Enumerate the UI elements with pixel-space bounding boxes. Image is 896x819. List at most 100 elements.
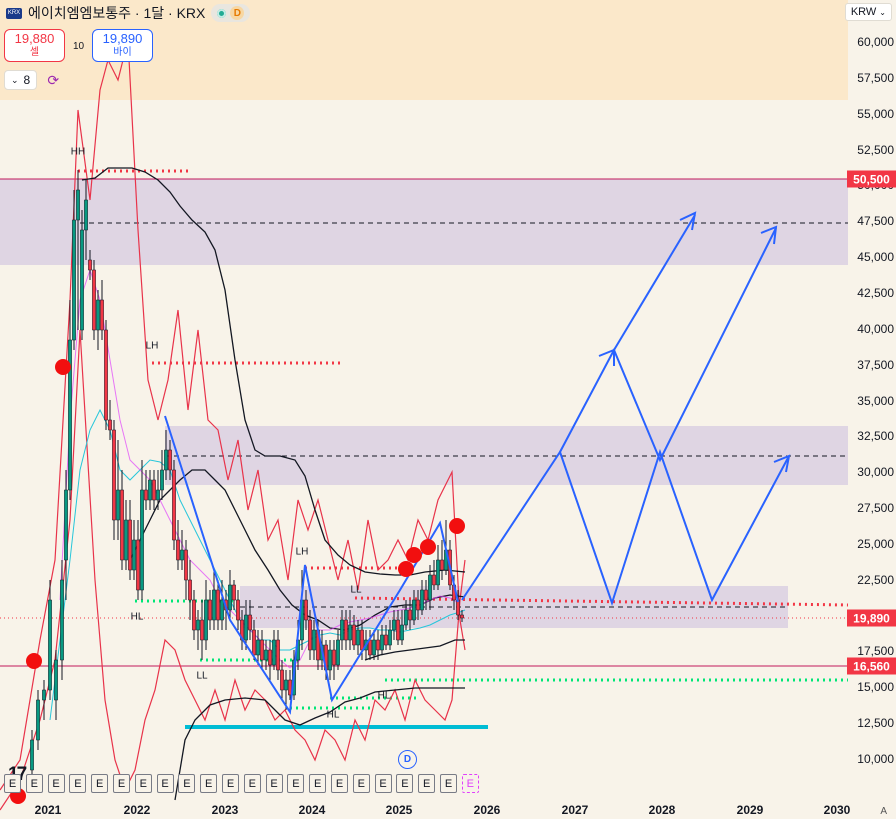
arrowhead-3 [598, 348, 615, 366]
price-badge: 16,560 [847, 657, 896, 675]
projection-path-low [461, 448, 790, 607]
earnings-marker[interactable]: E [222, 774, 239, 793]
pivot-label: LL [350, 584, 362, 596]
chevron-down-icon: ⌄ [879, 7, 886, 17]
candle-body [188, 579, 192, 601]
candle-body [304, 599, 308, 621]
candle-body [164, 449, 168, 471]
earnings-marker[interactable]: E [418, 774, 436, 793]
candle-body [280, 669, 284, 691]
earnings-marker[interactable]: E [287, 774, 305, 793]
candle-body [148, 479, 152, 501]
projection-path-mid [559, 227, 777, 463]
earnings-marker[interactable]: E [331, 774, 348, 793]
candle-body [172, 469, 176, 541]
earnings-marker[interactable]: E [4, 774, 21, 793]
signal-dot [406, 547, 422, 563]
candle-body [72, 219, 76, 341]
arrowhead-4 [773, 454, 791, 473]
earnings-marker[interactable]: E [461, 774, 479, 793]
earnings-marker[interactable]: E [440, 774, 457, 793]
earnings-marker[interactable]: E [25, 774, 43, 793]
candle-body [64, 489, 68, 561]
candlesticks [30, 170, 464, 780]
candle-body [220, 599, 224, 621]
ma-short-upper [364, 639, 465, 661]
symbol-header[interactable]: KRX 에이치엠엠보통주 · 1달 · KRX D [0, 0, 251, 26]
earnings-marker[interactable]: E [113, 774, 130, 793]
price-tick: 42,500 [857, 285, 894, 300]
time-tick: 2022 [123, 803, 151, 817]
earnings-marker[interactable]: E [265, 774, 283, 793]
time-tick: 2027 [561, 803, 589, 817]
candle-body [416, 599, 420, 611]
signal-dot [420, 539, 436, 555]
earnings-marker[interactable]: E [178, 774, 196, 793]
candle-body [260, 639, 264, 661]
candle-body [120, 489, 124, 561]
candle-body [112, 429, 116, 521]
earnings-marker[interactable]: E [243, 774, 261, 793]
refresh-icon[interactable]: ⟳ [47, 71, 60, 88]
candle-body [48, 599, 52, 691]
price-badge: 50,500 [847, 170, 896, 188]
candle-body [372, 639, 376, 656]
arrowhead-1 [679, 211, 697, 231]
sell-label: 셀 [29, 47, 40, 59]
time-tick: 2029 [736, 803, 764, 817]
delayed-data-badge: D [230, 6, 245, 20]
earnings-marker[interactable]: E [69, 774, 87, 793]
candle-body [340, 619, 344, 641]
buy-button[interactable]: 19,890 바이 [92, 29, 153, 62]
candle-body [368, 639, 372, 656]
resistance-zone-top [0, 179, 848, 265]
candle-body [184, 549, 188, 581]
earnings-marker[interactable]: E [396, 774, 414, 793]
candle-body [168, 449, 172, 471]
currency-selector[interactable]: KRW ⌄ [844, 3, 892, 21]
buy-label: 바이 [113, 47, 132, 59]
earnings-marker[interactable]: E [309, 774, 327, 793]
price-tick: 60,000 [857, 35, 894, 49]
price-badge: 19,890 [847, 609, 896, 627]
candle-body [96, 299, 100, 331]
candle-body [108, 419, 112, 431]
candle-body [344, 619, 348, 641]
auto-scale-button[interactable]: A [880, 806, 887, 817]
bb-upper [0, 39, 466, 791]
price-tick: 45,000 [857, 250, 894, 265]
earnings-marker[interactable]: E [134, 774, 152, 793]
zigzag-line [164, 415, 459, 715]
candle-body [348, 624, 352, 641]
earnings-marker[interactable]: E [200, 774, 218, 793]
time-tick: 2021 [34, 803, 62, 817]
arrowhead-2 [760, 225, 778, 245]
candle-body [400, 624, 404, 641]
candle-body [392, 619, 396, 631]
candle-body [460, 614, 464, 619]
market-status[interactable]: D [211, 4, 251, 22]
candle-body [180, 549, 184, 561]
earnings-marker[interactable]: E [156, 774, 174, 793]
indicators-toggle[interactable]: ⌄ 8 [4, 70, 38, 90]
price-tick: 30,000 [857, 465, 894, 480]
ma-long [81, 167, 466, 576]
candle-body [30, 739, 34, 771]
earnings-marker[interactable]: E [352, 774, 370, 793]
pivot-label: LH [145, 340, 159, 352]
sell-button[interactable]: 19,880 셀 [4, 29, 65, 62]
candle-body [352, 624, 356, 646]
spread-value: 10 [73, 41, 85, 52]
symbol-title[interactable]: 에이치엠엠보통주 · 1달 · KRX [28, 5, 206, 21]
candle-body [80, 229, 84, 331]
candle-body [232, 584, 236, 601]
time-tick: 2024 [298, 803, 326, 817]
earnings-marker[interactable]: E [374, 774, 392, 793]
earnings-marker[interactable]: E [91, 774, 109, 793]
earnings-marker[interactable]: E [47, 774, 65, 793]
candle-body [248, 614, 252, 631]
dividend-marker[interactable]: D [398, 750, 417, 769]
pivot-label: HL [130, 611, 144, 623]
candle-body [284, 679, 288, 691]
